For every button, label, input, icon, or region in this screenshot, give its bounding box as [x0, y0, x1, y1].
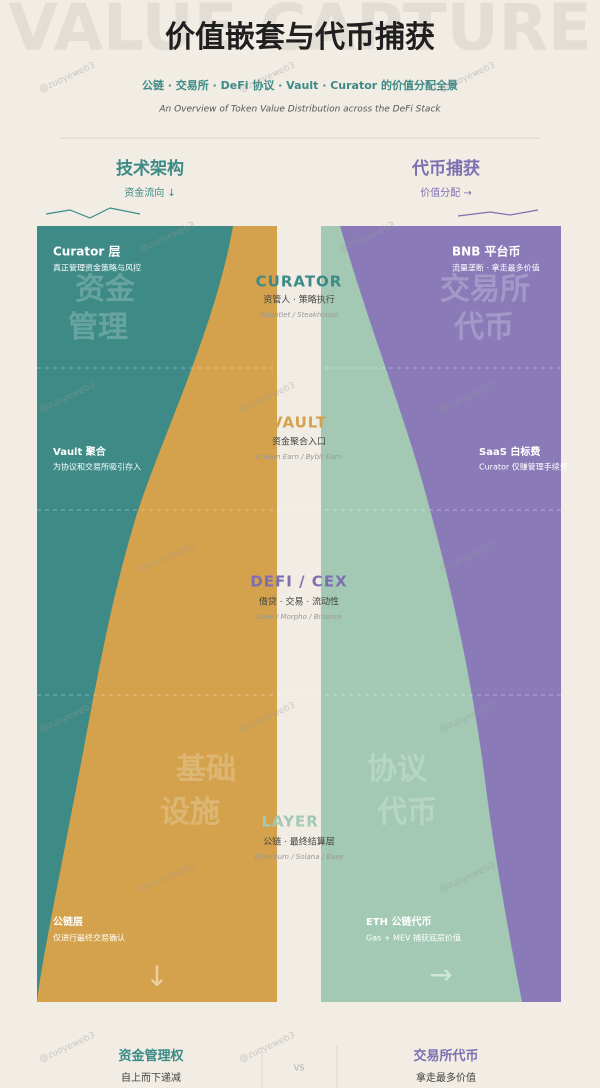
layer-name: LAYER 1 [261, 813, 336, 831]
right-flow [321, 226, 522, 1002]
footer-right-desc: 拿走最多价值 [416, 1071, 476, 1084]
background-word: VALUE CAPTURE [8, 0, 591, 66]
layer-desc: 借贷 · 交易 · 流动性 [259, 596, 339, 608]
decor-line [45, 207, 141, 219]
right-title: 代币捕获 [411, 158, 480, 178]
big-word: 代币 [376, 796, 437, 829]
item-name: ETH 公链代币 [366, 915, 432, 928]
item-name: SaaS 白标费 [479, 445, 540, 458]
decor-line [457, 209, 539, 217]
big-word: 代币 [453, 311, 514, 344]
big-word: 资金 [75, 272, 136, 306]
layer-name: VAULT [271, 414, 327, 432]
big-word: 管理 [68, 311, 128, 344]
left-title: 技术架构 [116, 158, 184, 178]
layer-name: DEFI / CEX [250, 573, 347, 591]
item-desc: Gas + MEV 捕获底层价值 [366, 933, 461, 943]
footer-right-title: 交易所代币 [413, 1048, 478, 1063]
footer-left-desc: 自上而下递减 [121, 1071, 181, 1084]
right-caption: 价值分配 → [420, 186, 472, 199]
layer-examples: Gauntlet / Steakhouse [260, 311, 338, 319]
layer-examples: Aave / Morpho / Binance [255, 613, 342, 621]
item-name: Vault 聚合 [53, 445, 107, 458]
flow-arrow: → [429, 958, 452, 991]
item-name: Curator 层 [53, 245, 120, 259]
left-flow [37, 226, 277, 1002]
left-caption: 资金流向 ↓ [124, 186, 176, 199]
item-desc: 仅进行最终交易确认 [53, 933, 125, 943]
big-word: 交易所 [440, 272, 530, 306]
subtitle: 公链 · 交易所 · DeFi 协议 · Vault · Curator 的价值… [142, 78, 458, 92]
item-name: 公链层 [53, 915, 83, 928]
footer-vs: VS [294, 1064, 305, 1073]
layer-desc: 资管人 · 策略执行 [263, 294, 335, 306]
flow-arrow: ↓ [145, 960, 168, 993]
big-word: 基础 [176, 753, 236, 786]
item-desc: 流量垄断 · 拿走最多价值 [452, 263, 540, 273]
title: 价值嵌套与代币捕获 [165, 21, 435, 54]
item-desc: 为协议和交易所吸引存入 [53, 462, 141, 472]
layer-desc: 公链 · 最终结算层 [263, 836, 335, 848]
item-name: BNB 平台币 [452, 244, 521, 259]
layer-desc: 资金聚合入口 [272, 436, 326, 448]
layer-examples: Kraken Earn / Bybit Earn [256, 453, 342, 461]
layer-examples: Ethereum / Solana / Base [255, 853, 344, 861]
item-desc: 真正管理资金策略与风控 [53, 263, 141, 273]
big-word: 协议 [367, 753, 428, 786]
subtitle-en: An Overview of Token Value Distribution … [158, 105, 441, 115]
footer-left-title: 资金管理权 [118, 1048, 184, 1063]
item-desc: Curator 仅赚管理手续费 [479, 462, 568, 472]
big-word: 设施 [160, 796, 220, 829]
layer-name: CURATOR [256, 273, 343, 291]
